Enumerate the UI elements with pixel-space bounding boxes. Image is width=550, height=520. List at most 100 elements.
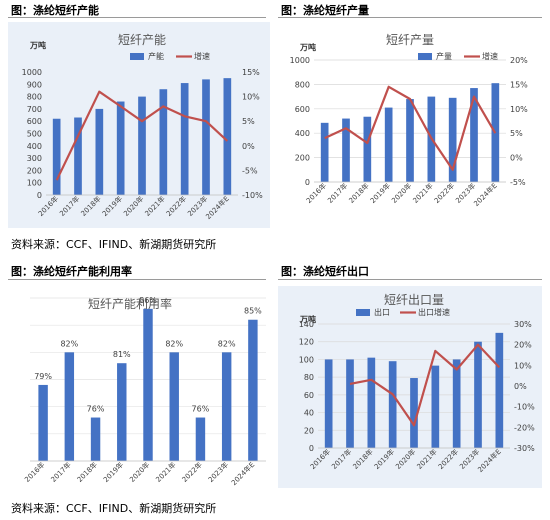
x-tick-label: 2017年 <box>325 181 349 205</box>
bar <box>346 359 354 448</box>
source-note: 资料来源：CCF、IFIND、新湖期货研究所 <box>11 502 217 515</box>
header-rule <box>278 279 542 280</box>
y-tick-label: 120 <box>299 338 314 347</box>
chart-title: 短纤出口量 <box>384 293 444 307</box>
y2-tick-label: 15% <box>510 80 528 89</box>
y-tick-label: 60 <box>304 391 314 400</box>
y2-tick-label: -5% <box>510 178 526 187</box>
bar <box>38 384 48 461</box>
x-tick-label: 2017年 <box>57 194 81 218</box>
growth-line <box>324 85 497 171</box>
y-tick-label: 0 <box>37 191 42 200</box>
bar <box>74 117 82 195</box>
bar <box>90 417 101 461</box>
y-tick-label: 1000 <box>22 68 42 77</box>
x-tick-label: 2018年 <box>347 181 371 205</box>
bar <box>223 78 232 195</box>
x-tick-label: 2021年 <box>143 194 167 218</box>
bar <box>470 88 478 182</box>
bar <box>342 118 350 182</box>
bar <box>324 359 333 448</box>
bar <box>367 357 376 448</box>
x-tick-label: 2022年 <box>180 460 204 484</box>
y-tick-label: 100 <box>27 179 42 188</box>
bar <box>406 99 414 182</box>
bar <box>221 352 232 461</box>
bar <box>116 101 125 195</box>
y-tick-label: 20 <box>304 426 314 435</box>
data-label: 76% <box>192 405 210 414</box>
y2-tick-label: 5% <box>510 129 523 138</box>
data-label: 82% <box>165 339 183 348</box>
growth-line <box>349 343 501 427</box>
x-tick-label: 2024年E <box>204 194 231 221</box>
legend-label: 出口增速 <box>418 307 450 317</box>
x-tick-label: 2022年 <box>436 447 460 471</box>
y2-tick-label: -10% <box>514 403 535 412</box>
y2-tick-label: 5% <box>242 117 255 126</box>
x-tick-label: 2024年E <box>472 181 499 208</box>
bar <box>431 365 440 448</box>
legend-label: 增速 <box>482 51 498 61</box>
legend-swatch <box>356 309 370 316</box>
y-unit-label: 万吨 <box>299 42 316 52</box>
y-tick-label: 0 <box>309 444 314 453</box>
y2-tick-label: -5% <box>242 166 258 175</box>
header-utilization: 图：涤纶短纤产能利用率 <box>11 265 132 278</box>
x-tick-label: 2016年 <box>23 460 47 484</box>
bar <box>248 319 258 461</box>
bar <box>452 359 461 448</box>
bar <box>52 118 61 195</box>
bar <box>159 89 168 195</box>
bar <box>64 352 75 461</box>
bar <box>180 83 189 195</box>
legend-label: 出口 <box>374 307 390 317</box>
y2-tick-label: -10% <box>242 191 263 200</box>
y-tick-label: 800 <box>295 80 310 89</box>
y-tick-label: 100 <box>299 355 314 364</box>
data-label: 85% <box>244 307 262 316</box>
y-tick-label: 0 <box>305 178 310 187</box>
legend-label: 增速 <box>194 51 210 61</box>
y-tick-label: 300 <box>27 154 42 163</box>
x-tick-label: 2022年 <box>164 194 188 218</box>
y-tick-label: 600 <box>27 117 42 126</box>
bar <box>363 116 372 182</box>
header-output: 图：涤纶短纤产量 <box>281 4 369 17</box>
y-tick-label: 140 <box>299 320 314 329</box>
utilization-chart-panel: 短纤产能利用率 79% 82% 76% 81% 86% 82% 76% 82% 85% 2016年 2… <box>8 286 270 488</box>
chart-title: 短纤产能利用率 <box>88 296 172 311</box>
bar <box>143 308 153 461</box>
data-label: 79% <box>34 372 52 381</box>
y2-tick-label: 0% <box>514 382 527 391</box>
chart-title: 短纤产量 <box>386 33 434 47</box>
bar <box>95 108 104 195</box>
bar <box>202 79 210 195</box>
bar <box>117 363 127 461</box>
export-chart-panel: 短纤出口量 万吨 0 20 40 60 80 100 120 140 -30% -20% -10% 0% 1… <box>278 286 542 488</box>
y2-tick-label: 10% <box>514 361 532 370</box>
y2-tick-label: 0% <box>242 142 255 151</box>
y-tick-label: 600 <box>295 105 310 114</box>
y2-tick-label: 0% <box>510 154 523 163</box>
bar <box>169 352 179 461</box>
y2-tick-label: 10% <box>510 105 528 114</box>
header-rule <box>278 17 542 18</box>
x-tick-label: 2024年E <box>476 447 503 474</box>
data-label: 76% <box>87 405 105 414</box>
y-tick-label: 40 <box>304 409 314 418</box>
x-tick-label: 2020年 <box>127 460 151 484</box>
data-label: 82% <box>60 339 78 348</box>
source-note: 资料来源：CCF、IFIND、新湖期货研究所 <box>11 238 217 251</box>
legend-swatch <box>418 53 432 60</box>
legend-label: 产能 <box>148 51 164 61</box>
bar <box>384 107 393 182</box>
y-tick-label: 400 <box>27 142 42 151</box>
bar <box>448 97 457 182</box>
y2-tick-label: 10% <box>242 93 260 102</box>
y-tick-label: 400 <box>295 129 310 138</box>
bar <box>410 378 418 448</box>
